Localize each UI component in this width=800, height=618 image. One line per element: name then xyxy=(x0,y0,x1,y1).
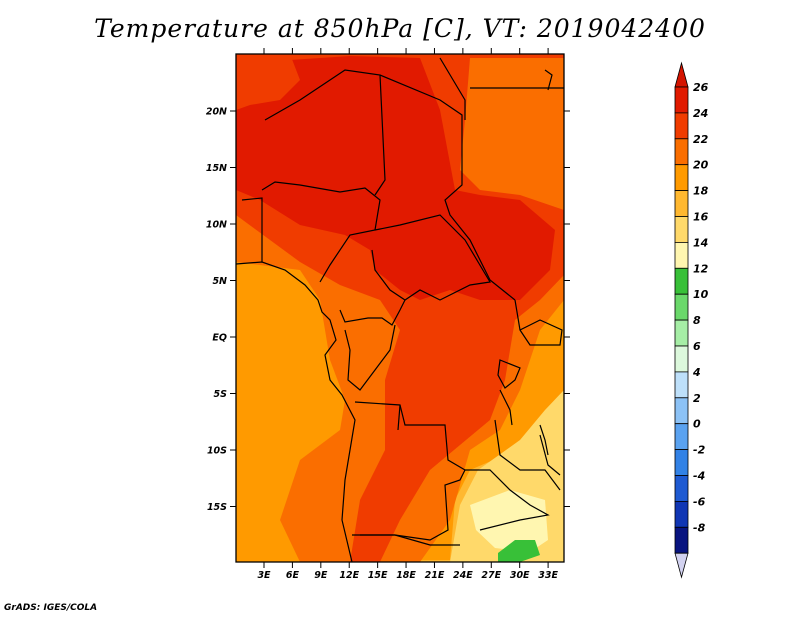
colorbar-swatch xyxy=(674,449,689,476)
colorbar-top-arrow xyxy=(674,61,689,88)
colorbar-label: 22 xyxy=(693,133,709,146)
border-tanzania xyxy=(494,419,561,491)
map-frame xyxy=(235,53,565,563)
colorbar-label: -2 xyxy=(693,444,706,457)
border-lake-victoria xyxy=(497,359,521,389)
longitude-axis: 3E 6E 9E 12E 15E 18E 21E 24E 27E 30E 33E xyxy=(257,48,558,581)
lon-label: 18E xyxy=(396,570,416,581)
lat-label: 15N xyxy=(206,163,227,174)
lon-label: 6E xyxy=(286,570,300,581)
colorbar-label: -4 xyxy=(693,470,705,483)
colorbar-swatch xyxy=(674,241,689,269)
border-car xyxy=(371,214,491,301)
colorbar-swatch xyxy=(674,190,689,217)
colorbar-swatch xyxy=(674,112,689,140)
lon-label: 33E xyxy=(538,570,558,581)
colorbar-swatch xyxy=(674,267,689,295)
colorbar-label: 0 xyxy=(693,418,701,431)
colorbar-label: 6 xyxy=(693,340,701,353)
lon-label: 30E xyxy=(510,570,530,581)
colorbar-swatch xyxy=(674,86,689,114)
lat-label: 10S xyxy=(207,446,227,457)
colorbar-swatch xyxy=(674,371,689,399)
border-lake-tanganyika xyxy=(499,389,513,426)
latitude-axis: 20N 15N 10N 5N EQ 5S 10S 15S xyxy=(206,107,570,513)
lat-label: 5S xyxy=(214,389,228,400)
colorbar-label: 18 xyxy=(693,185,709,198)
border-mozambique xyxy=(539,434,561,476)
country-borders xyxy=(236,57,564,562)
colorbar-swatch xyxy=(674,500,689,528)
lat-label: 5N xyxy=(212,276,227,287)
colorbar-label: 10 xyxy=(693,288,709,301)
lon-label: 27E xyxy=(481,570,501,581)
lon-label: 24E xyxy=(453,570,473,581)
border-drc-west xyxy=(344,324,396,391)
border-chad-sudan xyxy=(379,74,516,301)
border-niger-chad xyxy=(264,69,386,196)
lat-label: 10N xyxy=(206,220,227,231)
border-lake-malawi xyxy=(539,424,549,456)
temperature-field xyxy=(236,54,564,562)
colorbar-label: 2 xyxy=(693,392,701,405)
lon-label: 15E xyxy=(368,570,388,581)
colorbar-swatch xyxy=(674,293,689,321)
colorbar-label: -6 xyxy=(693,495,706,508)
border-east-coast xyxy=(544,69,553,91)
lat-label: 15S xyxy=(207,502,227,513)
field-green xyxy=(498,540,540,562)
lon-label: 21E xyxy=(425,570,445,581)
border-drc-south xyxy=(354,401,466,541)
colorbar-swatch xyxy=(674,526,689,554)
border-nigeria xyxy=(261,181,381,283)
field-24c xyxy=(236,56,555,300)
coastline-west xyxy=(236,261,356,562)
border-angola-zambia xyxy=(397,404,401,431)
colorbar-swatch xyxy=(674,319,689,347)
field-20c-ne xyxy=(460,58,564,210)
colorbar-label: -8 xyxy=(693,521,706,534)
border-west-small xyxy=(241,197,263,262)
colorbar-bottom-arrow xyxy=(674,552,689,579)
colorbar-swatch xyxy=(674,138,689,166)
border-zambia xyxy=(465,469,550,531)
field-22c-nw xyxy=(236,54,300,110)
colorbar-swatch xyxy=(674,164,689,191)
colorbar-label: 26 xyxy=(693,81,709,94)
colorbar-swatch xyxy=(674,423,689,451)
colorbar-swatch xyxy=(674,475,689,502)
colorbar-label: 12 xyxy=(693,262,709,275)
border-congo xyxy=(339,299,406,326)
border-east xyxy=(514,299,563,346)
colorbar-label: 4 xyxy=(692,366,701,379)
colorbar-label: 8 xyxy=(693,314,701,327)
colorbar-swatch xyxy=(674,345,689,373)
colorbar-swatch xyxy=(674,216,689,243)
field-12c xyxy=(470,490,548,552)
lat-label: EQ xyxy=(212,333,227,344)
grads-credit: GrADS: IGES/COLA xyxy=(4,603,98,613)
lon-label: 9E xyxy=(314,570,328,581)
lat-label: 20N xyxy=(206,107,227,118)
colorbar-label: 20 xyxy=(693,159,709,172)
border-libya xyxy=(439,57,466,120)
border-namibia xyxy=(352,534,460,546)
colorbar-swatch xyxy=(674,397,689,425)
colorbar-label: 14 xyxy=(693,236,708,249)
lon-label: 12E xyxy=(339,570,359,581)
colorbar-label: 16 xyxy=(693,211,709,224)
map-title: Temperature at 850hPa [C], VT: 201904240… xyxy=(94,14,706,43)
lon-label: 3E xyxy=(257,570,271,581)
colorbar-label: 24 xyxy=(693,107,708,120)
